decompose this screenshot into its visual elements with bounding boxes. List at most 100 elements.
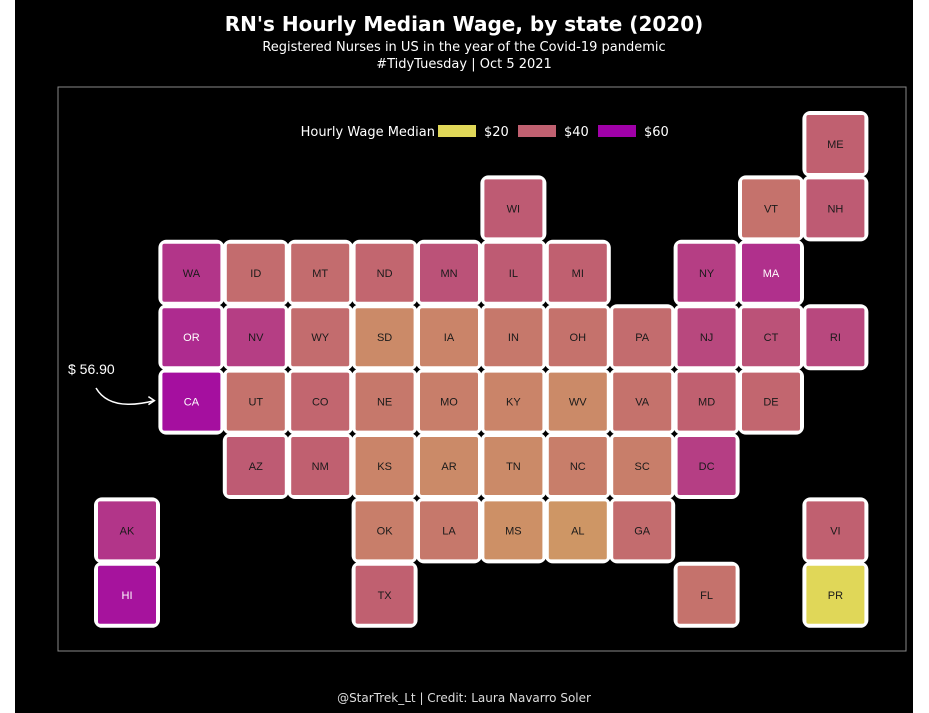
tile-label: AR — [441, 461, 456, 473]
tile-in — [484, 308, 543, 367]
annotation-arrow — [95, 387, 155, 406]
tile-label: DE — [763, 397, 778, 409]
tile-ak — [98, 501, 156, 560]
tile-mo — [420, 372, 478, 431]
tile-ne — [355, 372, 414, 431]
annotation-arrowhead — [147, 395, 156, 406]
tile-label: NJ — [700, 332, 713, 344]
tile-ks — [355, 437, 414, 495]
tile-label: AK — [120, 525, 135, 537]
tile-label: CO — [312, 397, 329, 409]
tile-ny — [677, 243, 736, 302]
tile-label: VI — [830, 525, 840, 537]
tile-nm — [291, 437, 350, 495]
tile-fl — [677, 565, 736, 624]
tile-label: WI — [507, 203, 520, 215]
tile-label: CA — [184, 397, 200, 409]
tile-oh — [548, 308, 607, 367]
tile-label: TX — [378, 590, 393, 602]
tile-mi — [548, 243, 607, 302]
tile-label: AZ — [249, 461, 263, 473]
chart-caption: @StarTrek_Lt | Credit: Laura Navarro Sol… — [337, 691, 591, 705]
tile-or — [162, 308, 221, 367]
tile-ri — [806, 308, 865, 367]
tile-vt — [742, 179, 800, 238]
tile-nc — [548, 437, 607, 495]
legend-label: $20 — [484, 125, 509, 140]
tile-nj — [677, 308, 736, 367]
legend-swatch — [598, 125, 636, 137]
tile-label: ND — [377, 268, 393, 280]
tile-nd — [355, 243, 414, 302]
tile-label: DC — [699, 461, 715, 473]
tile-label: KY — [506, 397, 521, 409]
tile-il — [484, 243, 543, 302]
tile-va — [613, 372, 672, 431]
annotation-label: $ 56.90 — [68, 361, 115, 377]
tile-ga — [613, 501, 672, 560]
tile-label: MD — [698, 397, 715, 409]
tile-la — [420, 501, 478, 560]
legend-title: Hourly Wage Median — [301, 125, 435, 140]
tile-label: MA — [763, 268, 780, 280]
tile-label: AL — [571, 525, 584, 537]
tile-label: GA — [634, 525, 651, 537]
tile-label: WV — [569, 397, 587, 409]
tile-dc — [677, 437, 736, 495]
tile-label: CT — [764, 332, 779, 344]
tile-wy — [291, 308, 350, 367]
tile-label: WA — [183, 268, 201, 280]
tile-ca — [162, 372, 221, 431]
tile-me — [806, 115, 865, 173]
tile-label: MI — [572, 268, 584, 280]
tile-ok — [355, 501, 414, 560]
tile-label: PR — [828, 590, 843, 602]
tile-vi — [806, 501, 865, 560]
tile-label: NH — [827, 203, 843, 215]
tile-id — [226, 243, 285, 302]
tile-label: OK — [377, 525, 394, 537]
tile-md — [677, 372, 736, 431]
tile-label: TN — [506, 461, 521, 473]
tile-label: NY — [699, 268, 715, 280]
tile-label: VT — [764, 203, 778, 215]
tile-ut — [226, 372, 285, 431]
tile-label: UT — [248, 397, 263, 409]
legend-label: $60 — [644, 125, 669, 140]
tile-co — [291, 372, 350, 431]
tile-sd — [355, 308, 414, 367]
tile-label: ME — [827, 139, 844, 151]
tile-label: IN — [508, 332, 519, 344]
tile-label: PA — [635, 332, 650, 344]
tile-label: VA — [635, 397, 650, 409]
tile-ct — [742, 308, 800, 367]
tile-label: HI — [122, 590, 133, 602]
tile-label: LA — [442, 525, 456, 537]
legend-label: $40 — [564, 125, 589, 140]
tile-mn — [420, 243, 478, 302]
tile-label: MS — [505, 525, 522, 537]
tile-label: FL — [700, 590, 713, 602]
tile-pa — [613, 308, 672, 367]
tile-ia — [420, 308, 478, 367]
tile-wv — [548, 372, 607, 431]
tile-map: Hourly Wage Median $20 $40 $60 ME WI VT NH WA ID M… — [57, 86, 907, 652]
chart-background: RN's Hourly Median Wage, by state (2020)… — [15, 0, 913, 713]
tile-label: KS — [377, 461, 392, 473]
tile-ma — [742, 243, 800, 302]
tile-label: OH — [570, 332, 587, 344]
tile-label: NV — [248, 332, 264, 344]
tile-ar — [420, 437, 478, 495]
tile-hi — [98, 565, 156, 624]
tile-tx — [355, 565, 414, 624]
tile-al — [548, 501, 607, 560]
panel-border — [57, 86, 907, 652]
tile-label: NM — [312, 461, 329, 473]
tile-label: NE — [377, 397, 392, 409]
tile-nv — [226, 308, 285, 367]
tile-label: IA — [444, 332, 455, 344]
tile-pr — [806, 565, 865, 624]
tile-label: WY — [311, 332, 329, 344]
tile-tn — [484, 437, 543, 495]
tile-label: IL — [509, 268, 518, 280]
